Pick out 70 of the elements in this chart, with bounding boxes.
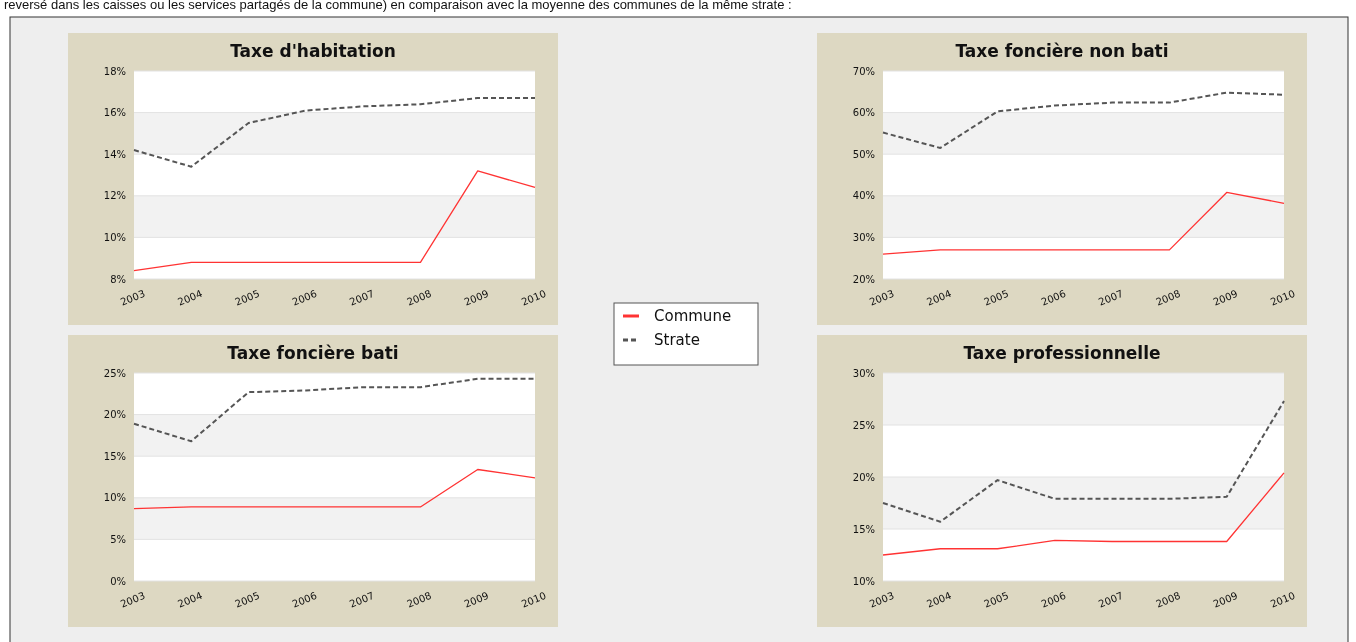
y-tick-label: 25% bbox=[103, 367, 126, 379]
y-tick-label: 14% bbox=[103, 148, 126, 160]
x-tick-label: 2009 bbox=[462, 287, 491, 308]
x-tick-label: 2007 bbox=[347, 589, 376, 610]
x-tick-label: 2003 bbox=[118, 287, 147, 308]
x-tick-label: 2007 bbox=[1096, 287, 1125, 308]
y-tick-label: 10% bbox=[852, 575, 875, 587]
line-series bbox=[882, 91, 1285, 149]
x-tick-label: 2004 bbox=[925, 589, 953, 610]
line-series bbox=[133, 377, 536, 443]
x-tick-label: 2003 bbox=[867, 589, 896, 610]
line-series bbox=[882, 191, 1285, 255]
x-tick-label: 2009 bbox=[462, 589, 491, 610]
chart-title: Taxe foncière bati bbox=[227, 343, 399, 363]
x-tick-label: 2005 bbox=[233, 589, 262, 610]
y-tick-label: 20% bbox=[852, 471, 875, 483]
x-tick-label: 2006 bbox=[1039, 589, 1068, 610]
line-series bbox=[882, 400, 1285, 523]
x-tick-label: 2006 bbox=[290, 287, 319, 308]
y-tick-label: 15% bbox=[103, 450, 126, 462]
y-tick-label: 15% bbox=[852, 523, 875, 535]
y-tick-label: 18% bbox=[103, 65, 126, 77]
x-tick-label: 2005 bbox=[982, 589, 1011, 610]
x-tick-label: 2005 bbox=[982, 287, 1011, 308]
legend-label: Commune bbox=[654, 307, 732, 326]
y-tick-label: 25% bbox=[852, 419, 875, 431]
y-tick-label: 20% bbox=[103, 409, 126, 421]
y-tick-label: 50% bbox=[852, 148, 875, 160]
line-series bbox=[882, 472, 1285, 556]
y-tick-label: 30% bbox=[852, 367, 875, 379]
x-tick-label: 2003 bbox=[118, 589, 147, 610]
y-tick-label: 40% bbox=[852, 190, 875, 202]
y-tick-label: 20% bbox=[852, 273, 875, 285]
chart-title: Taxe d'habitation bbox=[230, 41, 396, 61]
legend-label: Strate bbox=[654, 331, 700, 350]
x-tick-label: 2004 bbox=[925, 287, 953, 308]
x-tick-label: 2009 bbox=[1211, 589, 1240, 610]
x-tick-label: 2008 bbox=[1154, 287, 1182, 308]
x-tick-label: 2008 bbox=[405, 589, 433, 610]
x-tick-label: 2006 bbox=[1039, 287, 1068, 308]
y-tick-label: 10% bbox=[103, 231, 126, 243]
x-tick-label: 2008 bbox=[405, 287, 433, 308]
y-tick-label: 60% bbox=[852, 107, 875, 119]
x-tick-label: 2005 bbox=[233, 287, 262, 308]
x-tick-label: 2010 bbox=[1268, 589, 1297, 610]
x-tick-label: 2007 bbox=[1096, 589, 1125, 610]
text: reversé dans les caisses ou les services partagés de la commune) en comparaison avec la moyenne des communes de la même strate : bbox=[4, 0, 792, 12]
x-tick-label: 2009 bbox=[1211, 287, 1240, 308]
x-tick-label: 2003 bbox=[867, 287, 896, 308]
y-tick-label: 8% bbox=[110, 273, 126, 285]
x-tick-label: 2010 bbox=[519, 589, 548, 610]
y-tick-label: 12% bbox=[103, 190, 126, 202]
x-tick-label: 2006 bbox=[290, 589, 319, 610]
x-tick-label: 2008 bbox=[1154, 589, 1182, 610]
x-tick-label: 2004 bbox=[176, 287, 204, 308]
y-tick-label: 70% bbox=[852, 65, 875, 77]
y-tick-label: 5% bbox=[110, 533, 126, 545]
chart-title: Taxe foncière non bati bbox=[955, 41, 1169, 61]
x-tick-label: 2010 bbox=[1268, 287, 1297, 308]
y-tick-label: 30% bbox=[852, 231, 875, 243]
line-series bbox=[133, 170, 536, 272]
y-tick-label: 16% bbox=[103, 107, 126, 119]
y-tick-label: 10% bbox=[103, 492, 126, 504]
x-tick-label: 2010 bbox=[519, 287, 548, 308]
x-tick-label: 2004 bbox=[176, 589, 204, 610]
line-series bbox=[133, 97, 536, 168]
y-tick-label: 0% bbox=[110, 575, 126, 587]
chart-title: Taxe professionnelle bbox=[963, 343, 1161, 363]
x-tick-label: 2007 bbox=[347, 287, 376, 308]
line-series bbox=[133, 468, 536, 510]
